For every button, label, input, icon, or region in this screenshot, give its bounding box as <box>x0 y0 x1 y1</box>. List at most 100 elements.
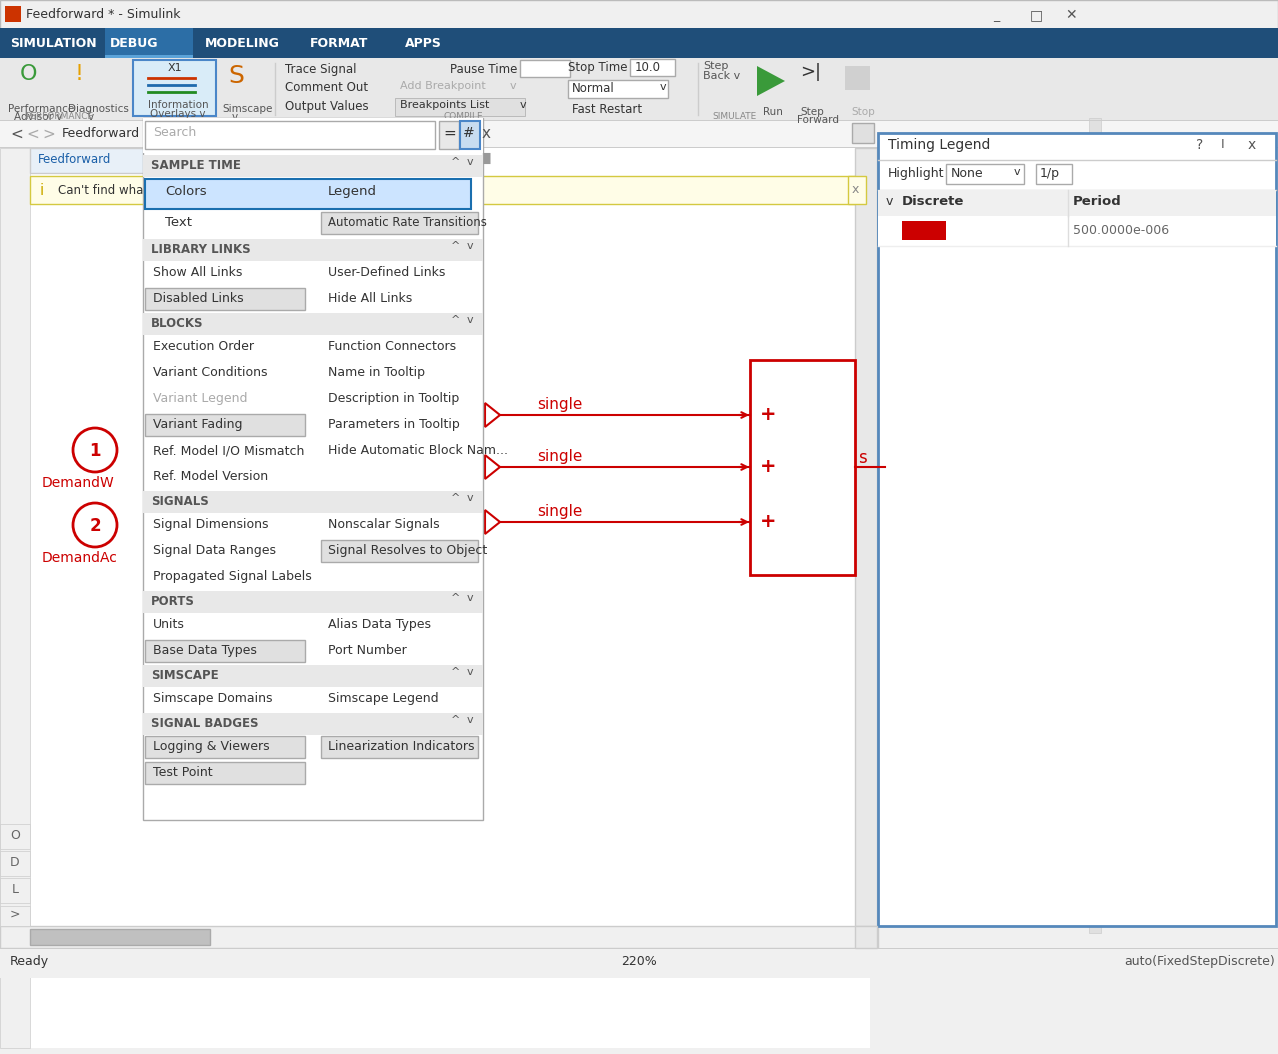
Text: auto(FixedStepDiscrete): auto(FixedStepDiscrete) <box>1125 955 1275 968</box>
Text: Execution Order: Execution Order <box>153 340 254 353</box>
Text: Feedforward * - Simulink: Feedforward * - Simulink <box>26 8 180 21</box>
Bar <box>143 665 483 687</box>
Text: SIMULATE: SIMULATE <box>712 112 757 121</box>
Text: +: + <box>760 512 777 531</box>
Text: i: i <box>40 183 45 198</box>
Text: Simscape: Simscape <box>222 104 272 114</box>
Text: Base Data Types: Base Data Types <box>153 644 257 657</box>
Text: MODELING: MODELING <box>204 37 280 50</box>
Bar <box>0 851 29 876</box>
Bar <box>143 239 483 261</box>
Text: v: v <box>466 593 474 603</box>
Bar <box>133 60 216 116</box>
Bar <box>143 118 483 820</box>
Text: ^: ^ <box>451 241 460 251</box>
Text: Advisor v: Advisor v <box>14 112 63 122</box>
Text: v: v <box>466 315 474 325</box>
Bar <box>144 640 305 662</box>
Bar <box>321 212 478 234</box>
Text: >: > <box>10 907 20 921</box>
Text: single: single <box>537 397 583 412</box>
Bar <box>0 0 1278 30</box>
Text: Output Values: Output Values <box>285 100 368 113</box>
Text: Function Connectors: Function Connectors <box>328 340 456 353</box>
Bar <box>0 926 878 948</box>
Text: Information: Information <box>148 100 208 110</box>
Bar <box>144 762 305 784</box>
Text: ^: ^ <box>451 493 460 503</box>
Text: COMPILE: COMPILE <box>443 112 483 121</box>
Text: SIMSCAPE: SIMSCAPE <box>151 669 219 682</box>
Text: Feedforward: Feedforward <box>63 126 141 140</box>
Bar <box>750 360 855 575</box>
Text: S: S <box>227 64 244 87</box>
Text: v: v <box>659 82 667 92</box>
Text: Units: Units <box>153 618 185 631</box>
Bar <box>143 313 483 335</box>
Text: I: I <box>1220 138 1224 151</box>
Text: ?: ? <box>1196 138 1204 152</box>
Text: Breakpoints List: Breakpoints List <box>400 100 489 110</box>
Text: Logging & Viewers: Logging & Viewers <box>153 740 270 753</box>
Text: Step: Step <box>703 61 728 71</box>
Text: Run: Run <box>763 108 783 117</box>
Text: Show All Links: Show All Links <box>153 266 243 279</box>
Text: Variant Legend: Variant Legend <box>153 392 248 405</box>
Text: Period: Period <box>1074 195 1122 208</box>
Text: Stop Time: Stop Time <box>567 61 627 74</box>
Text: PERFORMANCE: PERFORMANCE <box>26 112 93 121</box>
Text: (sec): (sec) <box>530 63 558 76</box>
Text: <: < <box>26 126 38 142</box>
Bar <box>1036 164 1072 184</box>
Text: v: v <box>466 493 474 503</box>
Polygon shape <box>757 66 785 96</box>
Text: x: x <box>1249 138 1256 152</box>
Bar <box>144 288 305 310</box>
Text: Do not show again: Do not show again <box>362 184 472 197</box>
Text: >|: >| <box>800 63 820 81</box>
Bar <box>144 736 305 758</box>
Text: ^: ^ <box>451 667 460 677</box>
Text: O: O <box>10 829 20 842</box>
Bar <box>567 80 668 98</box>
Text: x: x <box>482 126 491 141</box>
Bar <box>902 221 946 240</box>
Text: +: + <box>760 457 777 476</box>
Bar <box>845 66 870 90</box>
Text: Can't find what: Can't find what <box>58 184 148 197</box>
Text: None: None <box>951 167 984 180</box>
Text: Automatic Rate Transitions: Automatic Rate Transitions <box>328 216 487 229</box>
Text: 10.0: 10.0 <box>635 61 661 74</box>
Text: DEBUG: DEBUG <box>110 37 158 50</box>
Text: ^: ^ <box>451 593 460 603</box>
Bar <box>144 179 472 209</box>
Bar <box>144 121 435 149</box>
Text: ✕: ✕ <box>1065 8 1076 22</box>
Text: DemandAc: DemandAc <box>42 551 118 565</box>
Text: Test Point: Test Point <box>153 766 212 779</box>
Text: Colors: Colors <box>165 186 207 198</box>
Text: Highlight: Highlight <box>888 167 944 180</box>
Bar <box>29 148 150 173</box>
Text: v: v <box>466 715 474 725</box>
Text: Ref. Model I/O Mismatch: Ref. Model I/O Mismatch <box>153 444 304 457</box>
Text: =: = <box>443 126 456 141</box>
Text: Variant Fading: Variant Fading <box>153 418 243 431</box>
Text: s: s <box>858 449 866 467</box>
Bar <box>440 121 459 149</box>
Bar <box>0 120 1278 148</box>
Text: v: v <box>233 112 238 122</box>
Text: x: x <box>852 183 859 196</box>
Text: >: > <box>42 126 55 142</box>
Text: ^: ^ <box>451 315 460 325</box>
Bar <box>630 59 675 76</box>
Text: Ready: Ready <box>10 955 49 968</box>
Bar <box>1089 118 1102 933</box>
Bar <box>946 164 1024 184</box>
Bar <box>29 148 870 1048</box>
Text: ^: ^ <box>451 715 460 725</box>
Text: _: _ <box>993 9 999 22</box>
Text: Diagnostics: Diagnostics <box>68 104 129 114</box>
Text: Feedforward: Feedforward <box>38 153 111 165</box>
Text: Fast Restart: Fast Restart <box>573 103 642 116</box>
